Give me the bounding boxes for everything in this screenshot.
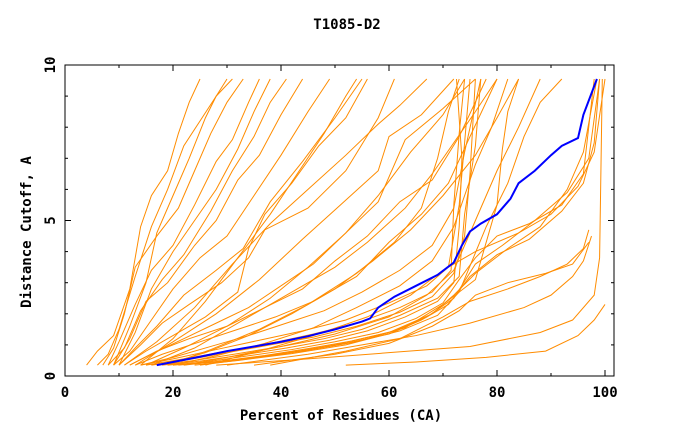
y-axis-label: Distance Cutoff, A	[19, 156, 35, 308]
model-line-0	[86, 78, 201, 366]
model-line-5	[113, 78, 304, 366]
model-line-33	[226, 235, 592, 366]
highlight-line	[156, 78, 598, 367]
model-line-6	[113, 78, 331, 366]
model-line-29	[134, 78, 455, 366]
model-line-41	[167, 78, 460, 366]
x-tick-label: 80	[489, 385, 506, 401]
y-tick-label: 0	[43, 372, 59, 380]
y-tick-label: 10	[43, 57, 59, 74]
x-axis-label: Percent of Residues (CA)	[240, 408, 442, 424]
model-line-26	[172, 78, 509, 366]
x-tick-label: 40	[273, 385, 290, 401]
model-line-35	[270, 229, 590, 366]
model-line-38	[113, 78, 233, 366]
model-line-4	[107, 78, 287, 366]
model-line-30	[124, 78, 428, 366]
model-line-11	[129, 78, 487, 366]
chart-title: T1085-D2	[313, 17, 380, 33]
model-line-8	[118, 78, 395, 366]
y-tick-label: 5	[43, 216, 59, 224]
x-tick-label: 0	[61, 385, 69, 401]
model-line-36	[205, 78, 606, 366]
model-line-17	[156, 78, 482, 366]
model-line-7	[118, 78, 363, 366]
model-line-1	[97, 78, 228, 366]
model-line-12	[135, 78, 498, 366]
model-line-9	[124, 78, 368, 366]
model-line-32	[345, 304, 606, 366]
model-line-16	[151, 78, 476, 366]
model-line-34	[253, 241, 590, 366]
model-line-2	[102, 78, 244, 366]
model-line-24	[199, 78, 520, 366]
x-tick-label: 60	[381, 385, 398, 401]
series-group	[86, 78, 606, 367]
axis-ticks: 0 20 40 60 80 100 0 5 10	[43, 57, 618, 401]
model-line-40	[140, 78, 358, 366]
model-line-39	[118, 78, 271, 366]
x-tick-label: 100	[592, 385, 617, 401]
model-line-13	[140, 78, 482, 366]
model-line-37	[151, 78, 498, 366]
model-line-3	[107, 78, 260, 366]
model-line-10	[129, 78, 476, 366]
x-tick-label: 20	[165, 385, 182, 401]
model-line-23	[194, 78, 563, 366]
model-line-28	[145, 78, 466, 366]
model-line-27	[162, 78, 520, 366]
model-line-20	[172, 78, 601, 366]
model-line-31	[216, 78, 603, 366]
